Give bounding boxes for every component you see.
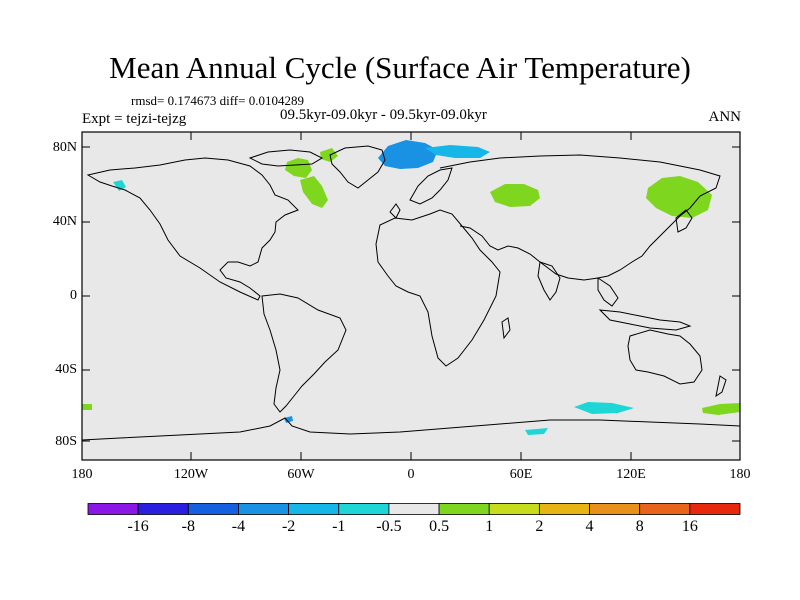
colorbar-box	[589, 503, 641, 515]
colorbar-box	[488, 503, 540, 515]
arctic-islands	[248, 149, 324, 167]
greenland-coast	[329, 145, 386, 189]
y-label-0: 0	[70, 288, 77, 303]
southeast-asia-coast	[597, 277, 619, 307]
colorbar-label: 1	[485, 518, 494, 535]
arctic-green-patch	[320, 148, 338, 162]
colorbar-box	[238, 503, 290, 515]
axis-ticks	[82, 132, 740, 460]
colorbar-box	[639, 503, 691, 515]
siberia-green-patch	[490, 184, 540, 207]
south-america-coast	[261, 293, 347, 413]
eurasia-north-coast	[439, 154, 721, 281]
y-label-80n: 80N	[52, 140, 77, 155]
coastlines	[81, 145, 741, 441]
y-label-40s: 40S	[55, 362, 77, 377]
colorbar-box	[538, 503, 590, 515]
barents-light-blue-patch	[425, 145, 490, 158]
plot-title: Mean Annual Cycle (Surface Air Temperatu…	[109, 50, 691, 85]
x-label-60w: 60W	[287, 467, 315, 482]
greenland-blue-patch	[378, 140, 438, 169]
colorbar-box	[689, 503, 741, 515]
canada-green-patch-1	[285, 158, 312, 178]
madagascar-coast	[501, 317, 511, 340]
colorbar	[87, 503, 741, 515]
antarctica-coast	[81, 417, 741, 441]
europe-africa-coast	[375, 209, 501, 367]
antarctic-green-patch-west	[82, 404, 92, 410]
colorbar-label: 16	[681, 518, 698, 535]
colorbar-label: -8	[181, 518, 195, 535]
colorbar-label: 0.5	[429, 518, 450, 535]
colorbar-label: -4	[231, 518, 246, 535]
colorbar-box	[388, 503, 440, 515]
colorbar-label: -1	[332, 518, 346, 535]
colorbar-label: -2	[281, 518, 296, 535]
alaska-cyan-patch	[113, 180, 126, 191]
x-label-180e: 180	[729, 467, 751, 482]
y-label-80s: 80S	[55, 434, 77, 449]
australia-coast	[627, 329, 703, 385]
colorbar-box	[137, 503, 189, 515]
x-label-120w: 120W	[173, 467, 209, 482]
anomaly-patches	[82, 140, 740, 435]
colorbar-label: -0.5	[376, 518, 402, 535]
colorbar-label: 4	[585, 518, 594, 535]
colorbar-label: 8	[635, 518, 644, 535]
uk-coast	[389, 203, 401, 219]
x-label-180w: 180	[71, 467, 93, 482]
colorbar-box	[338, 503, 390, 515]
india-coast	[537, 261, 561, 301]
x-label-60e: 60E	[509, 467, 533, 482]
canada-green-patch-2	[300, 176, 328, 208]
scandinavia-coast	[409, 167, 453, 205]
colorbar-box	[438, 503, 490, 515]
x-label-0: 0	[407, 467, 415, 482]
antarctic-green-patch-east	[702, 403, 740, 415]
peninsula-blue-patch	[284, 416, 293, 423]
japan-coast	[675, 209, 693, 233]
stats-text: rmsd= 0.174673 diff= 0.0104289	[131, 93, 304, 108]
new-zealand-coast	[715, 375, 727, 398]
colorbar-label: -16	[127, 518, 149, 535]
map-background	[82, 132, 740, 460]
colorbar-box	[187, 503, 239, 515]
x-label-120e: 120E	[616, 467, 646, 482]
subtitle: 09.5kyr-09.0kyr - 09.5kyr-09.0kyr	[280, 107, 487, 123]
colorbar-box	[87, 503, 139, 515]
season-label: ANN	[708, 109, 742, 125]
indonesia-coast	[598, 309, 692, 331]
y-label-40n: 40N	[52, 214, 77, 229]
antarctic-cyan-small	[525, 428, 548, 435]
experiment-label: Expt = tejzi-tejzg	[82, 111, 187, 127]
colorbar-label: 2	[535, 518, 544, 535]
north-america-coast	[86, 157, 299, 301]
colorbar-box	[288, 503, 340, 515]
east-asia-green-patch	[646, 176, 712, 218]
antarctic-cyan-patch	[574, 402, 634, 414]
